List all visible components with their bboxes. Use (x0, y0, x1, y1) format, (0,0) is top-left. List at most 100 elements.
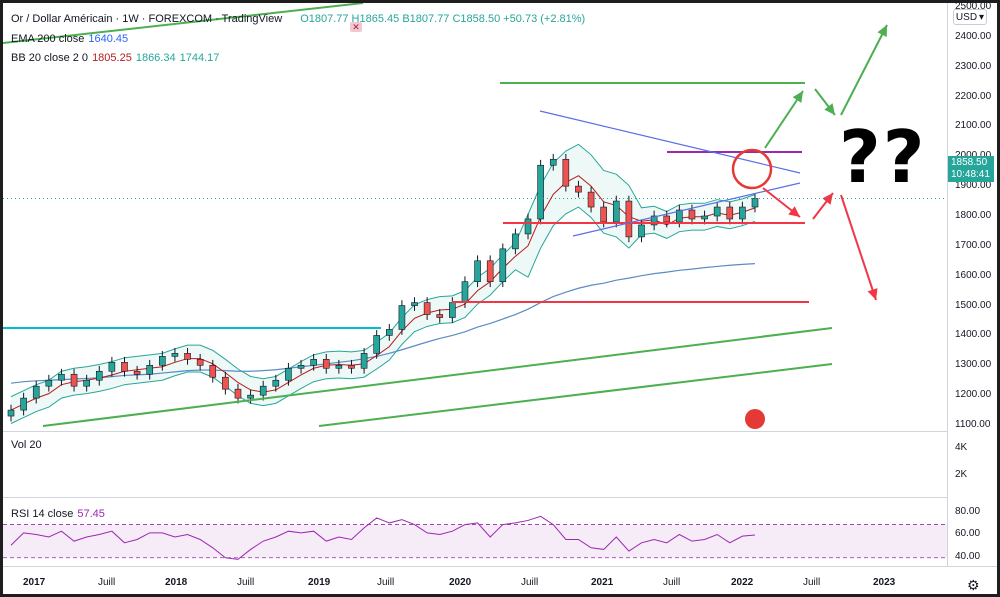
candle-body (20, 397, 27, 411)
candle-body (713, 206, 721, 217)
price-tick: 2400.00 (955, 30, 992, 42)
volume-tick: 2K (955, 469, 968, 480)
candle-body (133, 370, 141, 375)
price-tick: 2500.00 (955, 3, 992, 12)
candle-body (486, 260, 494, 282)
candle-body (322, 359, 330, 369)
pane-separator-rsi[interactable] (3, 497, 947, 498)
candle-body (676, 209, 683, 223)
bb-label: BB 20 close 2 0 (11, 52, 89, 64)
candle-body (373, 335, 380, 354)
candle-body (663, 215, 671, 223)
candle-body (625, 200, 633, 238)
last-price-value: 1858.50 (951, 157, 988, 168)
bb-mid-value: 1805.25 (92, 52, 132, 64)
candle-body (499, 248, 507, 282)
candle-body (58, 373, 65, 381)
ema-legend[interactable]: EMA 200 close 1640.45 (11, 33, 128, 45)
arrow-up-green-head (792, 91, 803, 103)
candle-body (45, 379, 53, 387)
time-tick: Juill (98, 577, 116, 588)
candle-body (234, 388, 242, 399)
candle-body (7, 409, 15, 417)
candle-body (423, 302, 431, 315)
time-tick: Juill (803, 577, 821, 588)
candle-body (222, 376, 229, 390)
candle-body (70, 373, 78, 387)
time-axis-border (3, 566, 997, 567)
candle-body (701, 215, 708, 220)
candle-body (612, 200, 620, 223)
rsi-tick: 60.00 (955, 528, 981, 539)
symbol-title: Or / Dollar Américain · 1W · FOREXCOM · … (11, 13, 283, 25)
triangle-upper-line (539, 110, 801, 174)
time-tick: 2017 (23, 577, 46, 588)
triangle-lower-line (572, 182, 801, 237)
candle-body (436, 314, 444, 318)
volume-label: Vol 20 (11, 439, 42, 451)
time-tick: 2020 (449, 577, 472, 588)
candle-body (121, 361, 128, 372)
trendline-green-top (3, 3, 364, 44)
currency-label: USD (955, 11, 978, 23)
candle-body (575, 185, 582, 193)
trendline-green-upper (42, 327, 833, 427)
arrow-down-red-large (840, 194, 877, 301)
time-tick: Juill (377, 577, 395, 588)
candle-body (348, 364, 355, 369)
candle-body (600, 206, 607, 223)
candle-body (537, 164, 544, 220)
arrow-up-green-large-head (877, 25, 887, 37)
arrow-green-down-head (824, 103, 835, 115)
candle-body (386, 329, 393, 336)
gear-icon[interactable]: ⚙ (967, 577, 980, 593)
candle-body (512, 233, 519, 250)
arrow-down-red-large-head (867, 288, 878, 300)
volume-legend[interactable]: Vol 20 (11, 439, 42, 451)
currency-selector[interactable]: USD ▾ (953, 9, 987, 25)
candle-body (449, 302, 456, 318)
bb-legend[interactable]: BB 20 close 2 0 1805.25 1866.34 1744.17 (11, 52, 219, 64)
candle-body (650, 215, 658, 226)
pane-separator-volume[interactable] (3, 431, 947, 432)
price-tick: 1400.00 (955, 329, 992, 341)
candle-body (411, 302, 418, 306)
candle-body (474, 260, 481, 282)
bb-upper-value: 1866.34 (135, 52, 176, 64)
candle-body (335, 364, 343, 369)
candle-body (310, 359, 317, 366)
candle-body (196, 359, 204, 366)
candle-body (461, 281, 469, 303)
ema-label: EMA 200 close (11, 33, 85, 45)
time-tick: 2023 (873, 577, 896, 588)
ohlc-values: O1807.77 H1865.45 B1807.77 C1858.50 +50.… (300, 13, 586, 25)
candle-body (259, 385, 267, 396)
time-tick: 2022 (731, 577, 754, 588)
arrow-down-red-head (788, 206, 800, 217)
price-chart[interactable] (3, 3, 947, 566)
price-tick: 1300.00 (955, 359, 992, 371)
price-tick: 1100.00 (955, 419, 991, 430)
candle-body (688, 209, 696, 220)
price-tick: 2100.00 (955, 120, 992, 132)
candle-body (549, 158, 557, 166)
candle-body (398, 305, 406, 330)
rsi-tick: 80.00 (955, 506, 981, 517)
symbol-legend[interactable]: Or / Dollar Américain · 1W · FOREXCOM · … (11, 13, 586, 32)
candle-body (171, 353, 179, 357)
ema-line (10, 263, 756, 384)
rsi-legend[interactable]: RSI 14 close 57.45 (11, 508, 105, 520)
candle-body (272, 379, 280, 387)
bollinger-band-fill (11, 144, 755, 424)
candle-body (360, 353, 368, 369)
candle-body (587, 191, 595, 208)
candle-body (108, 361, 116, 372)
rsi-tick: 40.00 (955, 551, 981, 562)
time-tick: 2018 (165, 577, 188, 588)
bar-countdown: 10:48:41 (951, 169, 990, 180)
price-tick: 1900.00 (955, 180, 992, 192)
us-flag-icon[interactable] (745, 409, 765, 429)
close-icon[interactable]: ✕ (350, 22, 362, 32)
bb-lower-value: 1744.17 (179, 52, 220, 64)
price-tick: 2200.00 (955, 90, 992, 102)
